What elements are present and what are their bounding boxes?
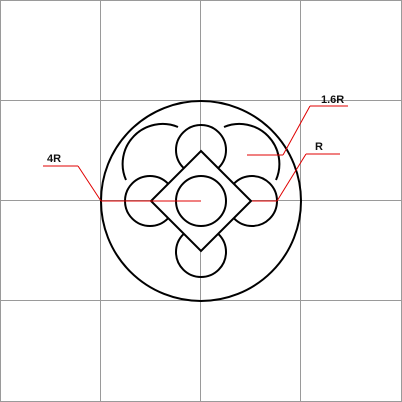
label-4r: 4R <box>47 153 61 165</box>
leader-4r <box>77 165 102 202</box>
annotations <box>43 105 348 202</box>
leader-1-6r <box>282 105 311 156</box>
lobe-right-arc <box>223 122 281 181</box>
label-r: R <box>315 141 323 153</box>
leader-r <box>276 153 307 202</box>
lobe-left-arc <box>121 122 179 181</box>
label-1-6r: 1.6R <box>321 94 344 106</box>
